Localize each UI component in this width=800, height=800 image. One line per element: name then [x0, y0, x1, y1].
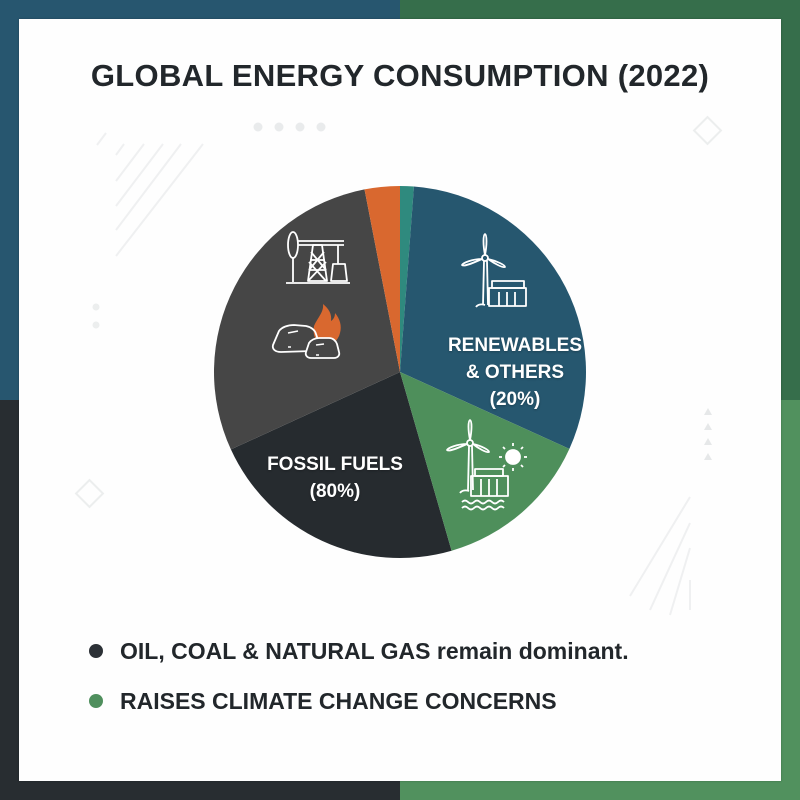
key-point-item: OIL, COAL & NATURAL GAS remain dominant.: [89, 632, 629, 670]
bullet-dot-icon: [89, 644, 103, 658]
chart-title: GLOBAL ENERGY CONSUMPTION (2022): [90, 58, 710, 93]
renewables-name-line1: RENEWABLES: [447, 335, 583, 356]
pie-slice: [213, 189, 400, 450]
bullet-dot-icon: [89, 694, 103, 708]
renewables-name-line2: & OTHERS: [465, 362, 565, 383]
wind-turbine-hydro-icon: [461, 233, 527, 308]
oil-pump-jack-icon: [286, 231, 350, 284]
key-points-list: OIL, COAL & NATURAL GAS remain dominant.…: [89, 632, 629, 732]
pie-slice: [230, 372, 452, 558]
coal-fire-icon: [271, 304, 341, 359]
key-point-item: RAISES CLIMATE CHANGE CONCERNS: [89, 682, 629, 720]
pie-slice: [400, 372, 570, 551]
pie-slice: [364, 186, 400, 372]
wind-solar-hydro-icon: [446, 419, 527, 511]
renewables-label: RENEWABLES & OTHERS (20%): [430, 332, 600, 413]
pie-slice: [400, 186, 414, 372]
fossil-fuels-value: (80%): [309, 481, 361, 502]
fossil-fuels-name: FOSSIL FUELS: [267, 454, 403, 475]
key-point-text: OIL, COAL & NATURAL GAS remain dominant.: [120, 637, 629, 664]
fossil-fuels-label: FOSSIL FUELS (80%): [240, 451, 430, 505]
renewables-value: (20%): [489, 389, 541, 410]
pie-slice: [400, 186, 586, 449]
key-point-text: RAISES CLIMATE CHANGE CONCERNS: [120, 687, 557, 714]
